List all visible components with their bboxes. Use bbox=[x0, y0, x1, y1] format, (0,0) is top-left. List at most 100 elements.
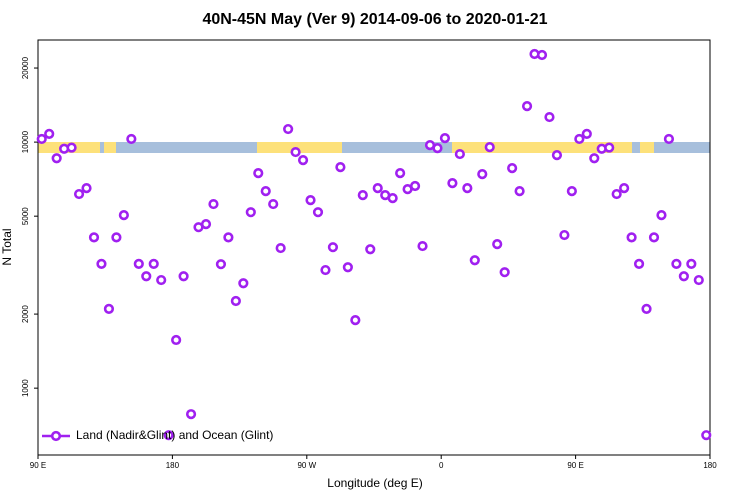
point bbox=[439, 133, 451, 144]
point bbox=[686, 258, 697, 269]
point bbox=[163, 430, 174, 441]
point bbox=[536, 49, 548, 61]
point bbox=[619, 183, 630, 194]
y-tick-label: 2000 bbox=[21, 305, 30, 323]
y-axis-label: N Total bbox=[0, 228, 14, 265]
point bbox=[387, 193, 398, 204]
point bbox=[253, 168, 264, 179]
x-tick-label: 90 E bbox=[30, 461, 46, 470]
point bbox=[454, 148, 465, 160]
point bbox=[581, 128, 592, 139]
point bbox=[126, 133, 137, 145]
point bbox=[611, 188, 622, 200]
chart-title: 40N-45N May (Ver 9) 2014-09-06 to 2020-0… bbox=[202, 11, 547, 28]
point bbox=[133, 258, 144, 269]
point bbox=[447, 178, 458, 189]
point bbox=[432, 143, 443, 154]
point bbox=[297, 155, 309, 166]
point bbox=[350, 315, 361, 326]
point bbox=[200, 219, 212, 230]
point bbox=[365, 244, 376, 255]
legend-marker bbox=[50, 430, 62, 442]
point bbox=[268, 198, 279, 210]
point bbox=[499, 267, 510, 278]
point bbox=[36, 133, 47, 145]
point bbox=[604, 142, 615, 153]
point bbox=[171, 334, 182, 346]
point bbox=[417, 240, 428, 252]
point bbox=[656, 210, 667, 221]
point bbox=[327, 242, 339, 253]
plot-frame bbox=[37, 39, 711, 456]
point bbox=[342, 262, 353, 273]
point bbox=[589, 153, 600, 164]
point bbox=[223, 232, 234, 243]
y-tick-label: 10000 bbox=[21, 130, 30, 153]
point bbox=[118, 210, 129, 221]
point bbox=[305, 195, 316, 206]
point bbox=[462, 183, 473, 194]
point bbox=[215, 259, 227, 270]
point bbox=[484, 142, 495, 153]
point bbox=[245, 207, 256, 218]
point bbox=[671, 258, 682, 269]
point bbox=[372, 183, 383, 194]
point bbox=[626, 232, 637, 243]
point bbox=[566, 186, 577, 197]
x-tick-label: 0 bbox=[439, 461, 444, 470]
point bbox=[81, 183, 92, 194]
y-tick-label: 1000 bbox=[21, 379, 30, 397]
point bbox=[51, 153, 62, 164]
legend-label: Land (Nadir&Glint) and Ocean (Glint) bbox=[76, 428, 273, 442]
x-axis-label: Longitude (deg E) bbox=[327, 476, 422, 490]
point bbox=[648, 232, 660, 243]
point bbox=[111, 232, 122, 243]
point bbox=[559, 229, 570, 241]
point bbox=[88, 232, 100, 243]
point bbox=[469, 255, 480, 266]
point bbox=[320, 264, 331, 276]
point bbox=[260, 186, 271, 197]
point bbox=[521, 101, 533, 112]
point bbox=[663, 133, 675, 145]
point bbox=[701, 430, 712, 441]
point bbox=[357, 190, 368, 201]
point bbox=[208, 198, 219, 210]
x-tick-label: 90 W bbox=[297, 461, 316, 470]
point bbox=[395, 168, 406, 179]
point bbox=[230, 295, 241, 307]
point bbox=[275, 242, 286, 254]
point bbox=[514, 186, 525, 197]
point bbox=[633, 258, 645, 269]
point bbox=[312, 207, 324, 218]
point bbox=[44, 128, 55, 139]
y-tick-label: 20000 bbox=[21, 56, 30, 79]
point bbox=[185, 409, 197, 420]
point bbox=[507, 163, 518, 174]
point bbox=[178, 271, 189, 282]
point bbox=[678, 271, 689, 282]
point bbox=[477, 169, 488, 180]
point bbox=[66, 142, 77, 153]
point bbox=[73, 188, 85, 200]
point bbox=[290, 146, 301, 158]
point bbox=[693, 274, 704, 286]
x-tick-label: 180 bbox=[166, 461, 180, 470]
x-tick-label: 180 bbox=[703, 461, 717, 470]
x-tick-label: 90 E bbox=[567, 461, 583, 470]
point bbox=[283, 123, 294, 135]
point bbox=[551, 150, 563, 161]
point bbox=[96, 258, 107, 269]
point bbox=[641, 303, 652, 314]
point bbox=[156, 274, 167, 286]
point bbox=[409, 180, 421, 192]
point bbox=[141, 271, 152, 282]
point bbox=[335, 162, 346, 173]
point bbox=[544, 111, 555, 123]
point bbox=[574, 133, 585, 145]
point bbox=[103, 303, 115, 314]
point bbox=[148, 258, 159, 269]
point bbox=[238, 278, 249, 289]
point bbox=[492, 239, 503, 250]
